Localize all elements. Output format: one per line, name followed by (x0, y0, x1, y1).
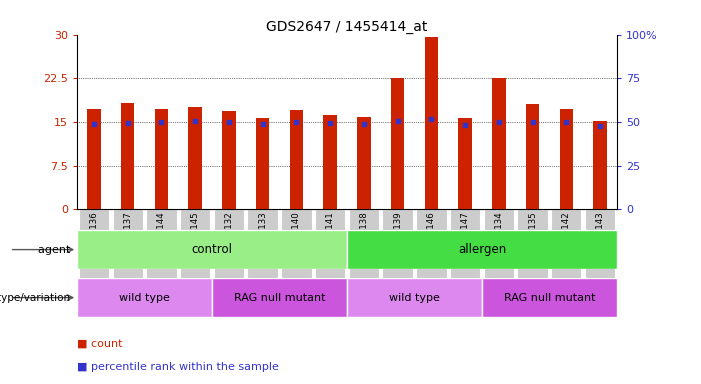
Text: GSM158136: GSM158136 (90, 212, 98, 264)
Bar (87, 109, 101, 209)
FancyBboxPatch shape (79, 209, 109, 282)
Bar (458, 118, 472, 209)
Text: ■ percentile rank within the sample: ■ percentile rank within the sample (77, 362, 279, 372)
FancyBboxPatch shape (484, 209, 514, 282)
Title: GDS2647 / 1455414_at: GDS2647 / 1455414_at (266, 20, 428, 33)
Text: wild type: wild type (119, 293, 170, 303)
Text: GSM158134: GSM158134 (494, 212, 503, 264)
Bar (526, 104, 539, 209)
Bar (155, 109, 168, 209)
Text: genotype/variation: genotype/variation (0, 293, 74, 303)
Text: GSM158147: GSM158147 (461, 212, 470, 264)
Text: RAG null mutant: RAG null mutant (503, 293, 595, 303)
Text: GSM158133: GSM158133 (258, 212, 267, 264)
Text: GSM158145: GSM158145 (191, 212, 200, 264)
FancyBboxPatch shape (347, 230, 617, 269)
FancyBboxPatch shape (416, 209, 447, 282)
FancyBboxPatch shape (147, 209, 177, 282)
Text: GSM158139: GSM158139 (393, 212, 402, 264)
FancyBboxPatch shape (77, 278, 212, 317)
FancyBboxPatch shape (77, 230, 347, 269)
FancyBboxPatch shape (214, 209, 244, 282)
FancyBboxPatch shape (113, 209, 143, 282)
Bar (425, 38, 438, 209)
Bar (593, 121, 607, 209)
FancyBboxPatch shape (551, 209, 581, 282)
FancyBboxPatch shape (348, 209, 379, 282)
Text: GSM158144: GSM158144 (157, 212, 166, 264)
Text: GSM158138: GSM158138 (360, 212, 368, 264)
Bar (222, 111, 236, 209)
Text: control: control (191, 243, 233, 256)
FancyBboxPatch shape (450, 209, 480, 282)
Text: GSM158146: GSM158146 (427, 212, 436, 264)
Bar (121, 103, 135, 209)
Text: RAG null mutant: RAG null mutant (233, 293, 325, 303)
FancyBboxPatch shape (347, 278, 482, 317)
FancyBboxPatch shape (247, 209, 278, 282)
FancyBboxPatch shape (315, 209, 346, 282)
Text: wild type: wild type (389, 293, 440, 303)
Text: GSM158142: GSM158142 (562, 212, 571, 264)
FancyBboxPatch shape (383, 209, 413, 282)
FancyBboxPatch shape (482, 278, 617, 317)
FancyBboxPatch shape (517, 209, 547, 282)
Text: GSM158132: GSM158132 (224, 212, 233, 264)
Bar (323, 115, 337, 209)
Text: agent: agent (38, 245, 74, 255)
FancyBboxPatch shape (180, 209, 210, 282)
Bar (189, 107, 202, 209)
Bar (357, 117, 371, 209)
Bar (256, 118, 269, 209)
Text: allergen: allergen (458, 243, 506, 256)
FancyBboxPatch shape (281, 209, 311, 282)
FancyBboxPatch shape (585, 209, 615, 282)
Bar (391, 78, 404, 209)
Text: GSM158137: GSM158137 (123, 212, 132, 264)
Text: ■ count: ■ count (77, 339, 123, 349)
Bar (559, 109, 573, 209)
Text: GSM158141: GSM158141 (326, 212, 334, 264)
FancyBboxPatch shape (212, 278, 347, 317)
Text: GSM158135: GSM158135 (528, 212, 537, 264)
Bar (290, 110, 303, 209)
Text: GSM158143: GSM158143 (596, 212, 604, 264)
Text: GSM158140: GSM158140 (292, 212, 301, 264)
Bar (492, 78, 505, 209)
